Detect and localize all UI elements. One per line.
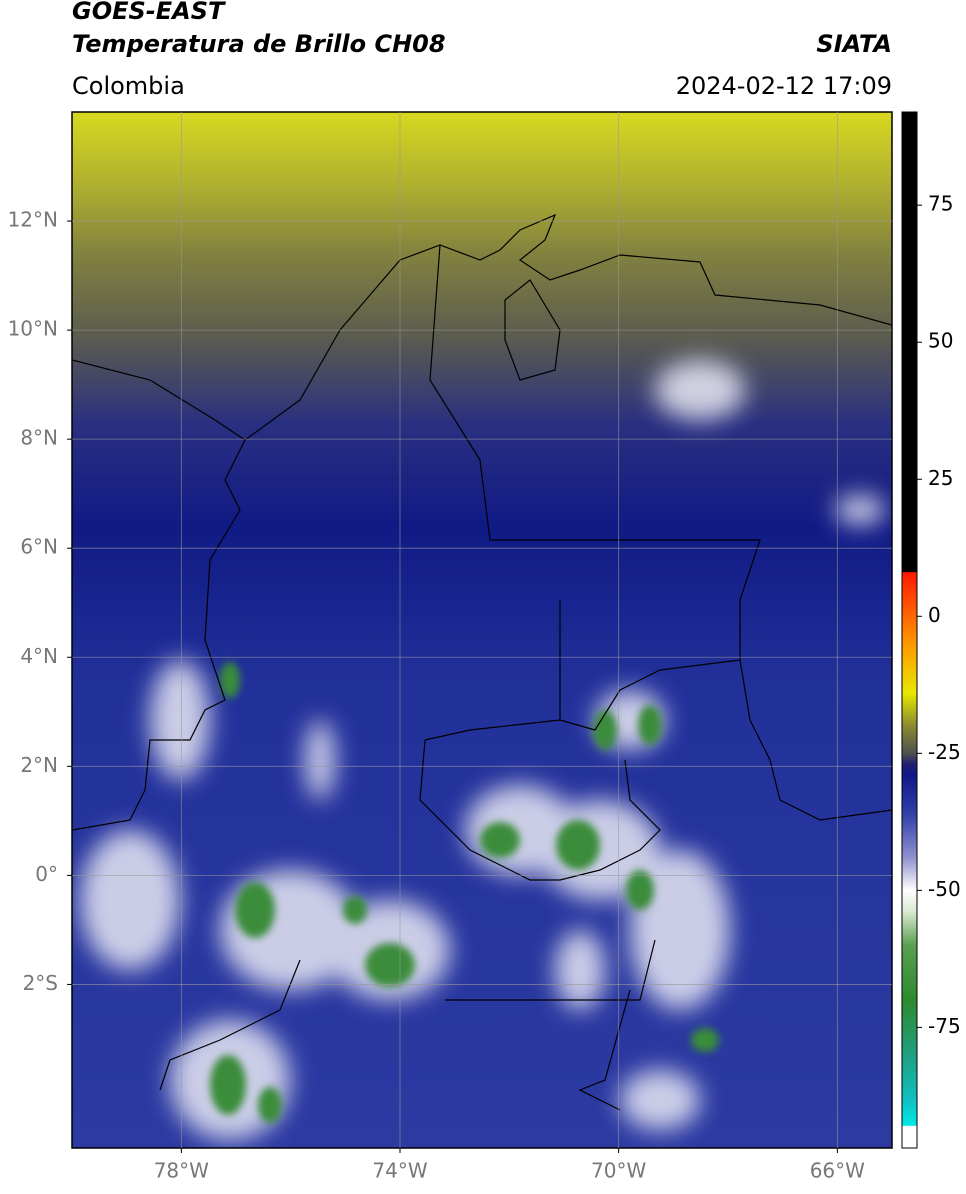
y-tick-label: 2°S [23, 971, 58, 995]
y-tick-label: 10°N [8, 317, 58, 341]
colorbar [901, 111, 918, 1149]
colorbar-tick-label: 50 [928, 329, 953, 353]
colorbar-tick-label: 25 [928, 466, 953, 490]
colorbar-tick-label: 0 [928, 603, 941, 627]
region: Colombia [72, 72, 185, 100]
satellite-image [72, 112, 892, 1148]
y-tick-label: 6°N [20, 535, 58, 559]
y-tick-label: 4°N [20, 644, 58, 668]
colorbar-tick-label: -25 [928, 740, 961, 764]
y-tick-label: 0° [35, 862, 58, 886]
y-tick-label: 12°N [8, 208, 58, 232]
x-tick-label: 66°W [810, 1159, 865, 1183]
x-tick-label: 78°W [154, 1159, 209, 1183]
datetime: 2024-02-12 17:09 [676, 72, 892, 100]
x-tick-label: 74°W [372, 1159, 427, 1183]
colorbar-tick-label: -75 [928, 1014, 961, 1038]
colorbar-tick-label: 75 [928, 192, 953, 216]
y-tick-label: 2°N [20, 753, 58, 777]
colorbar-tick-label: -50 [928, 877, 961, 901]
source: SIATA [816, 30, 892, 58]
x-tick-label: 70°W [591, 1159, 646, 1183]
y-tick-label: 8°N [20, 426, 58, 450]
subtitle: Temperatura de Brillo CH08 [72, 30, 446, 58]
map-frame [71, 111, 893, 1149]
title: GOES-EAST [72, 0, 226, 25]
